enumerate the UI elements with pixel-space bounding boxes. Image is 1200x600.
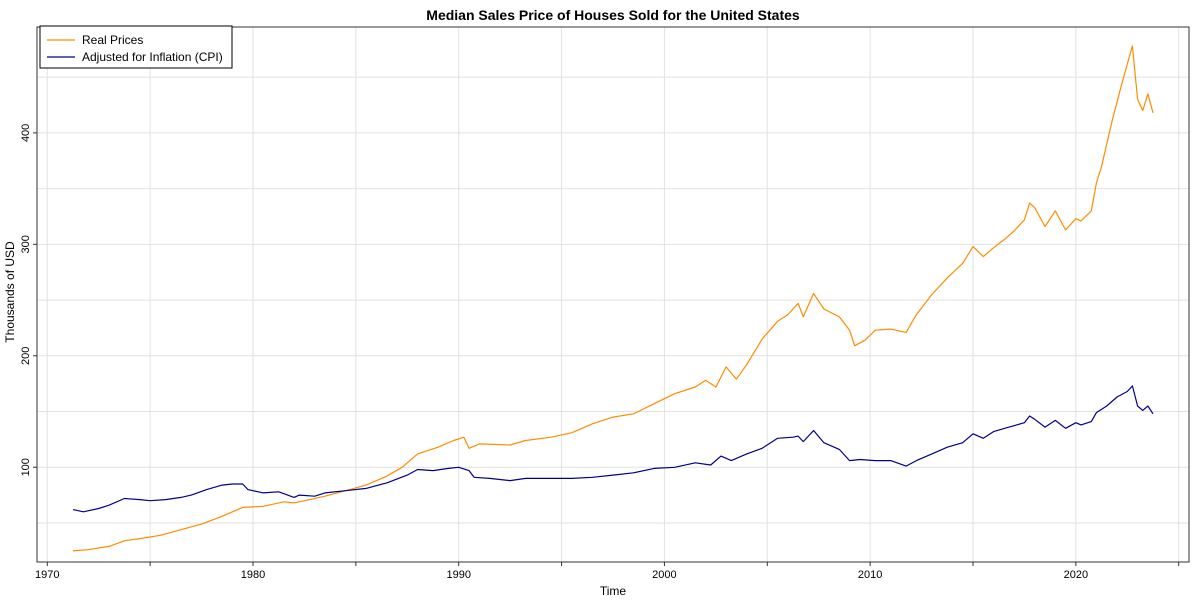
y-tick-label: 400 xyxy=(20,124,32,142)
x-tick-label: 2000 xyxy=(652,569,676,581)
x-tick-label: 2010 xyxy=(858,569,882,581)
y-tick-label: 300 xyxy=(20,235,32,253)
y-tick-label: 200 xyxy=(20,347,32,365)
x-tick-label: 2020 xyxy=(1064,569,1088,581)
plot-frame xyxy=(36,26,1190,563)
series-lines xyxy=(72,45,1154,552)
legend-label-adjusted-cpi: Adjusted for Inflation (CPI) xyxy=(82,50,223,64)
y-axis-label: Thousands of USD xyxy=(3,241,17,343)
legend-box xyxy=(39,25,233,69)
x-tick-label: 1970 xyxy=(35,569,59,581)
series-line-adjusted-cpi xyxy=(72,385,1154,513)
x-axis-label: Time xyxy=(600,584,627,598)
legend: Real Prices Adjusted for Inflation (CPI) xyxy=(39,25,233,69)
chart-title: Median Sales Price of Houses Sold for th… xyxy=(426,7,800,23)
series-line-real-prices xyxy=(72,45,1154,552)
legend-label-real-prices: Real Prices xyxy=(82,33,143,47)
x-tick-label: 1980 xyxy=(241,569,265,581)
axis-ticks: 1970 1980 1990 2000 2010 2020 100 200 300 400 xyxy=(20,124,1180,581)
y-tick-label: 100 xyxy=(20,458,32,476)
x-tick-label: 1990 xyxy=(446,569,470,581)
grid xyxy=(37,27,1189,562)
